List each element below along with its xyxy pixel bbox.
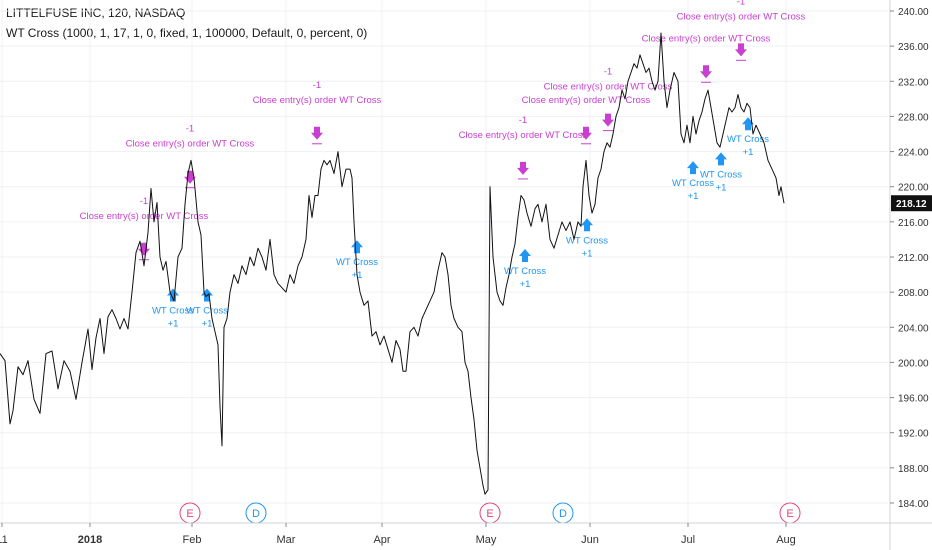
price-tick-label: 184.00 (898, 499, 929, 510)
signals: Close entry(s) order WT Cross -1 Close ent… (80, 0, 806, 330)
wt-cross-qty: +1 (168, 319, 179, 330)
chart-symbol-title: LITTELFUSE INC, 120, NASDAQ (6, 6, 186, 20)
grid (0, 0, 890, 523)
wt-cross-label: WT Cross (727, 134, 769, 145)
close-entry-label: Close entry(s) order WT Cross (80, 211, 209, 222)
wt-cross-label: WT Cross (700, 169, 742, 180)
time-tick-label: 11 (0, 534, 8, 546)
wt-cross-label: WT Cross (672, 178, 714, 189)
dividend-event-label: D (252, 508, 260, 520)
wt-cross-label: WT Cross (152, 306, 194, 317)
close-entry-label: Close entry(s) order WT Cross (126, 139, 255, 150)
close-entry-label: Close entry(s) order WT Cross (642, 33, 771, 44)
time-tick-label: Apr (373, 534, 390, 546)
price-tick-label: 192.00 (898, 429, 929, 440)
wt-cross-qty: +1 (743, 147, 754, 158)
close-entry-qty: -1 (140, 196, 148, 207)
wt-cross-buy-arrow (715, 152, 727, 166)
wt-cross-buy-arrow (581, 218, 593, 232)
price-tick-label: 228.00 (898, 112, 929, 123)
price-tick-label: 208.00 (898, 288, 929, 299)
price-tick-label: 204.00 (898, 323, 929, 334)
wt-cross-qty: +1 (716, 182, 727, 193)
earnings-event-label: E (786, 508, 793, 520)
time-tick-label: Jul (681, 534, 695, 546)
close-entry-arrow (580, 126, 592, 140)
dividend-event-label: D (559, 508, 567, 520)
close-entry-arrow (735, 43, 747, 57)
close-entry-arrow (700, 65, 712, 79)
wt-cross-buy-arrow (519, 249, 531, 262)
price-tick-label: 188.00 (898, 464, 929, 475)
indicator-legend[interactable]: WT Cross (1000, 1, 17, 1, 0, fixed, 1, 1… (6, 26, 368, 40)
price-tick-label: 196.00 (898, 394, 929, 405)
wt-cross-buy-arrow (687, 161, 699, 175)
close-entry-label: Close entry(s) order WT Cross (522, 95, 651, 106)
wt-cross-label: WT Cross (336, 257, 378, 268)
close-entry-label: Close entry(s) order WT Cross (459, 130, 588, 141)
price-tick-label: 240.00 (898, 7, 929, 18)
wt-cross-buy-arrow (351, 240, 363, 254)
price-tick-label: 232.00 (898, 77, 929, 88)
close-entry-arrow (517, 161, 529, 175)
time-tick-label: 2018 (78, 534, 102, 546)
close-entry-label: Close entry(s) order WT Cross (677, 11, 806, 22)
price-tick-label: 224.00 (898, 148, 929, 159)
last-price-label: 218.12 (896, 199, 927, 210)
earnings-event-label: E (186, 508, 193, 520)
price-tick-label: 212.00 (898, 253, 929, 264)
wt-cross-qty: +1 (202, 319, 213, 330)
wt-cross-qty: +1 (520, 279, 531, 290)
close-entry-arrow (138, 242, 150, 256)
close-entry-qty: -1 (604, 67, 612, 78)
wt-cross-buy-arrow (742, 117, 754, 131)
price-axis[interactable]: 184.00 188.00 192.00 196.00 200.00 204.00 208.… (889, 0, 932, 550)
price-series-line (0, 32, 785, 495)
time-tick-label: May (476, 534, 497, 546)
wt-cross-label: WT Cross (504, 266, 546, 277)
price-tick-label: 220.00 (898, 183, 929, 194)
close-entry-arrow (602, 113, 614, 127)
close-entry-qty: -1 (313, 80, 321, 91)
close-entry-arrow (311, 126, 323, 140)
time-tick-label: Aug (776, 534, 796, 546)
close-entry-label: Close entry(s) order WT Cross (253, 95, 382, 106)
last-price-tag (891, 195, 932, 212)
time-axis[interactable]: 11 2018 Feb Mar Apr May Jun Jul Aug (0, 522, 932, 546)
wt-cross-label: WT Cross (566, 235, 608, 246)
time-tick-label: Mar (277, 534, 296, 546)
price-tick-label: 216.00 (898, 218, 929, 229)
wt-cross-buy-arrow (167, 288, 179, 302)
wt-cross-qty: +1 (688, 191, 699, 202)
price-tick-label: 236.00 (898, 42, 929, 53)
earnings-event-label: E (486, 508, 493, 520)
close-entry-qty: -1 (186, 124, 194, 135)
wt-cross-label: WT Cross (186, 306, 228, 317)
time-tick-label: Feb (183, 534, 202, 546)
close-entry-label: Close entry(s) order WT Cross (544, 82, 673, 93)
time-tick-label: Jun (581, 534, 599, 546)
wt-cross-qty: +1 (582, 248, 593, 259)
close-entry-qty: -1 (737, 0, 745, 7)
price-tick-label: 200.00 (898, 358, 929, 369)
close-entry-qty: -1 (519, 115, 527, 126)
